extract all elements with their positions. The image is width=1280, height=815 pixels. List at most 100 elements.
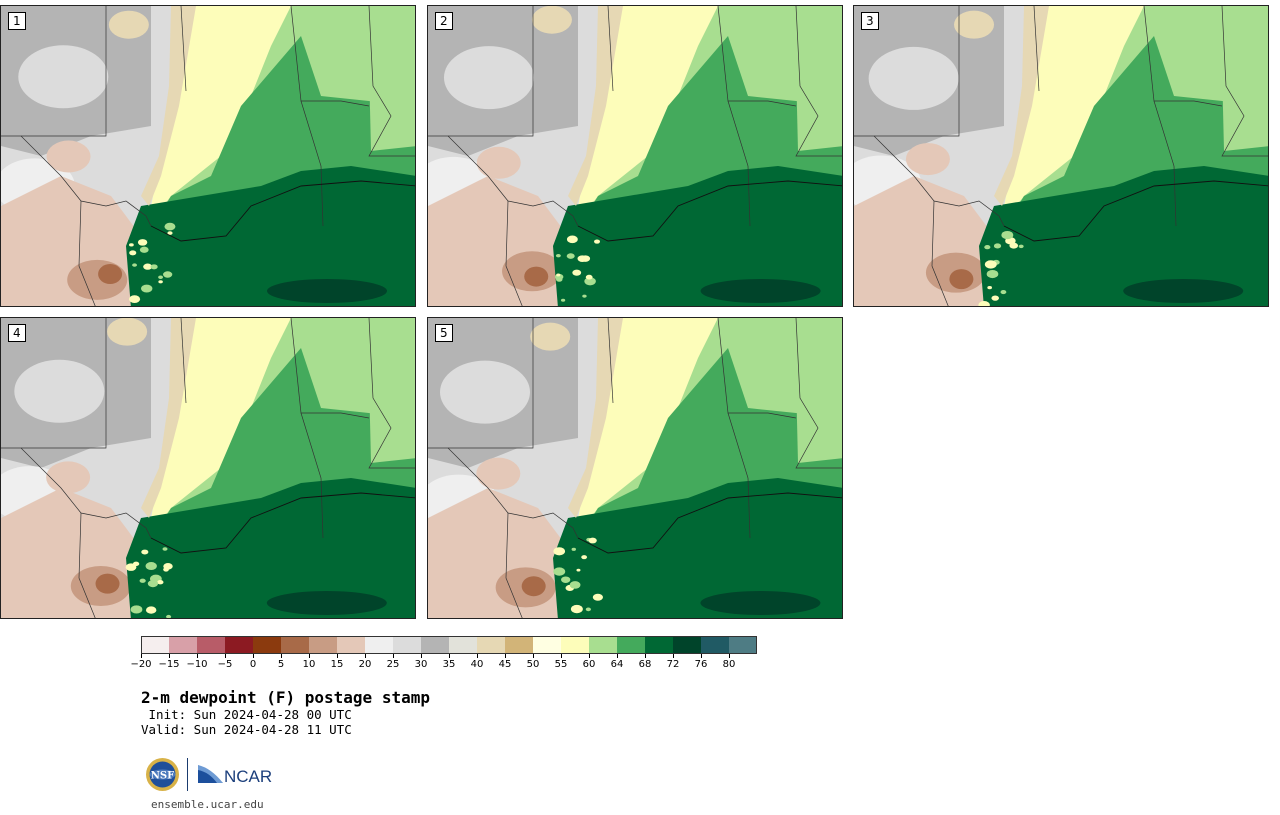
colorbar-swatch — [729, 636, 757, 654]
logo-divider — [187, 758, 188, 791]
dryline-edge — [994, 6, 1049, 206]
brown-patch — [949, 269, 974, 290]
coastal-speckle — [576, 568, 581, 572]
deep-moisture — [266, 591, 387, 615]
colorbar-tick-label: 55 — [554, 659, 568, 670]
colorbar-tick-label: 30 — [414, 659, 428, 670]
colorbar-swatch — [253, 636, 281, 654]
country-border — [78, 512, 96, 618]
coastal-speckle — [145, 562, 157, 570]
colorbar-frame — [141, 636, 757, 654]
coastal-speckle — [147, 580, 159, 588]
dryline-edge — [568, 318, 623, 518]
brown-patch — [98, 264, 123, 285]
deep-moisture — [1123, 279, 1244, 303]
colorbar-swatch — [393, 636, 421, 654]
colorbar-tick-label: 50 — [526, 659, 540, 670]
colorbar-tick — [673, 654, 674, 658]
coastal-speckle — [555, 254, 561, 258]
colorbar-tick-label: 15 — [330, 659, 344, 670]
ncar-logo: NCAR — [198, 765, 272, 786]
colorbar-tick-label: 68 — [638, 659, 652, 670]
beige-patch — [530, 322, 571, 351]
state-border — [290, 6, 370, 107]
state-border — [607, 318, 614, 404]
colorbar-tick-label: 20 — [358, 659, 372, 670]
dry-patch — [14, 359, 105, 423]
coastal-speckle — [130, 605, 143, 614]
coastal-speckle — [162, 547, 168, 551]
dry-patch — [868, 46, 959, 110]
coastal-speckle — [978, 301, 990, 306]
tan-patch — [905, 143, 950, 176]
state-border — [447, 135, 579, 227]
country-border — [78, 200, 96, 306]
coastal-speckle — [143, 263, 153, 270]
valid-time: Valid: Sun 2024-04-28 11 UTC — [141, 722, 352, 737]
deep-moisture — [700, 591, 821, 615]
coastal-speckle — [592, 593, 603, 601]
state-border — [873, 135, 1005, 227]
colorbar-tick-label: −20 — [130, 659, 152, 670]
colorbar-swatch — [645, 636, 673, 654]
colorbar-tick — [477, 654, 478, 658]
moist-lightgreen-ne — [1222, 6, 1268, 151]
colorbar-tick-label: 25 — [386, 659, 400, 670]
tan-patch — [46, 140, 91, 173]
panel-number: 3 — [861, 12, 879, 30]
coastal-speckle — [129, 243, 134, 247]
colorbar-tick-label: 45 — [498, 659, 512, 670]
colorbar-swatch — [589, 636, 617, 654]
dewpoint-map — [854, 6, 1268, 306]
country-border — [931, 200, 949, 306]
website-link[interactable]: ensemble.ucar.edu — [151, 798, 264, 811]
colorbar-tick — [533, 654, 534, 658]
coastal-speckle — [157, 579, 164, 585]
state-border — [1143, 6, 1223, 107]
panel-number: 5 — [435, 324, 453, 342]
colorbar-swatch — [281, 636, 309, 654]
colorbar-tick-label: 76 — [694, 659, 708, 670]
colorbar-tick — [309, 654, 310, 658]
colorbar-tick — [393, 654, 394, 658]
coastal-speckle — [566, 235, 578, 244]
moist-lightgreen-ne — [369, 318, 415, 463]
colorbar-tick — [561, 654, 562, 658]
brown-patch — [521, 576, 546, 597]
dryline-edge — [568, 6, 623, 206]
colorbar-tick — [225, 654, 226, 658]
coastal-speckle — [585, 274, 593, 280]
state-border — [180, 6, 187, 92]
state-border — [447, 447, 579, 539]
country-border — [505, 512, 523, 618]
colorbar-swatch — [673, 636, 701, 654]
state-border — [20, 135, 152, 227]
coastal-speckle — [993, 243, 1002, 249]
dry-patch — [18, 45, 109, 109]
tan-patch — [46, 461, 91, 494]
colorbar-tick — [169, 654, 170, 658]
coastal-speckle — [167, 231, 173, 235]
colorbar-tick-label: 10 — [302, 659, 316, 670]
colorbar-tick — [505, 654, 506, 658]
state-border — [368, 318, 415, 469]
brown-patch — [524, 266, 549, 287]
map-panel-5: 5 — [427, 317, 843, 619]
init-time: Init: Sun 2024-04-28 00 UTC — [141, 707, 352, 722]
colorbar-swatch — [701, 636, 729, 654]
moist-lightgreen-ne — [796, 6, 842, 151]
map-panel-3: 3 — [853, 5, 1269, 307]
state-border — [727, 412, 751, 539]
panel-number: 2 — [435, 12, 453, 30]
beige-patch — [531, 6, 572, 34]
coastal-speckle — [594, 239, 600, 244]
colorbar-tick-label: 80 — [722, 659, 736, 670]
state-border — [1153, 100, 1177, 227]
colorbar-tick — [197, 654, 198, 658]
coastal-speckle — [986, 269, 999, 279]
state-border — [20, 447, 152, 539]
dry-patch — [443, 46, 534, 110]
map-panel-1: 1 — [0, 5, 416, 307]
deep-moisture — [267, 279, 388, 303]
coastal-speckle — [141, 284, 153, 293]
